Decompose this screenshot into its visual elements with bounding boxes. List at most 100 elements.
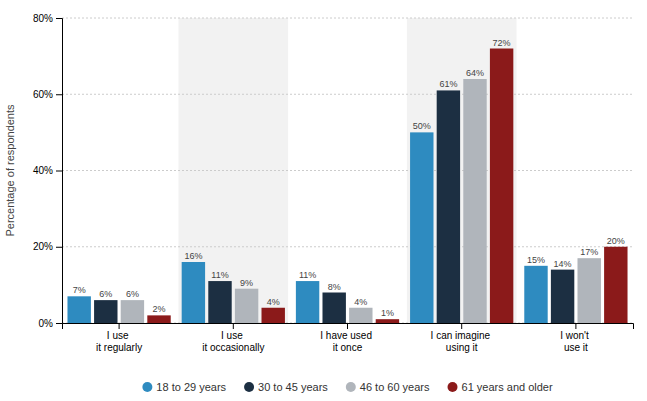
- bar: [208, 281, 231, 323]
- x-tick-label: I use it occasionally: [202, 330, 264, 353]
- grid-line: [62, 94, 633, 95]
- y-axis-title: Percentage of respondents: [4, 104, 16, 237]
- y-tick: 80%: [33, 13, 62, 24]
- data-label: 11%: [211, 270, 228, 280]
- x-tick-mark: [461, 323, 462, 329]
- bar: [376, 319, 399, 323]
- grid-line: [62, 170, 633, 171]
- grid: [62, 18, 633, 323]
- data-label: 1%: [381, 308, 394, 318]
- y-tick: 60%: [33, 89, 62, 100]
- data-label: 20%: [607, 236, 625, 246]
- data-label: 7%: [73, 285, 86, 295]
- data-label: 16%: [184, 251, 202, 261]
- x-tick: I can imagine using it: [431, 323, 493, 353]
- x-tick-mark: [119, 323, 120, 329]
- legend-swatch: [346, 382, 356, 392]
- bar: [349, 308, 372, 323]
- bar: [577, 258, 600, 323]
- bar: [67, 296, 90, 323]
- legend-label: 46 to 60 years: [360, 381, 430, 393]
- bar: [262, 308, 285, 323]
- y-tick-mark: [56, 94, 62, 95]
- data-label: 64%: [466, 68, 484, 78]
- bar: [182, 262, 205, 323]
- y-axis-line: [56, 19, 63, 324]
- y-tick-mark: [56, 171, 62, 172]
- y-tick-label: 0%: [39, 318, 54, 329]
- x-tick-label: I can imagine using it: [431, 330, 493, 353]
- data-label: 15%: [527, 255, 545, 265]
- bar: [410, 132, 433, 323]
- y-tick: 40%: [33, 165, 62, 176]
- legend: 18 to 29 years 30 to 45 years 46 to 60 yea…: [142, 381, 553, 393]
- y-axis: 0% 20% 40% 60% 80%: [33, 13, 63, 329]
- legend-item: 18 to 29 years: [142, 381, 226, 393]
- y-tick-mark: [56, 323, 62, 324]
- y-tick-label: 80%: [33, 13, 53, 24]
- y-tick: 20%: [33, 241, 62, 252]
- plot: 0%20%40%60%80%I use it regularlyI use it…: [4, 13, 634, 353]
- bar: [94, 300, 117, 323]
- bar: [235, 289, 258, 323]
- data-label: 50%: [413, 121, 431, 131]
- data-label: 11%: [299, 270, 316, 280]
- column-shade: [407, 18, 517, 323]
- x-axis-line: [63, 324, 634, 330]
- data-label: 4%: [267, 297, 280, 307]
- y-tick: 0%: [39, 318, 62, 329]
- y-tick-mark: [56, 18, 62, 19]
- bar: [322, 293, 345, 324]
- legend-label: 61 years and older: [462, 381, 553, 393]
- data-label: 6%: [99, 289, 112, 299]
- data-label: 72%: [493, 38, 511, 48]
- x-tick-label: I use it regularly: [96, 330, 142, 353]
- bar: [490, 49, 513, 324]
- y-tick-label: 60%: [33, 89, 53, 100]
- x-tick: I have used it once: [320, 323, 374, 353]
- legend-label: 18 to 29 years: [156, 381, 226, 393]
- bar: [296, 281, 319, 323]
- data-label: 2%: [153, 304, 166, 314]
- bars: [67, 49, 627, 324]
- bar-series: [147, 49, 627, 324]
- y-tick-label: 40%: [33, 165, 53, 176]
- legend-label: 30 to 45 years: [258, 381, 328, 393]
- legend-item: 46 to 60 years: [346, 381, 430, 393]
- legend-swatch: [448, 382, 458, 392]
- bar: [437, 90, 460, 323]
- legend-item: 61 years and older: [448, 381, 553, 393]
- bar: [463, 79, 486, 323]
- data-label: 8%: [328, 282, 341, 292]
- data-label: 9%: [240, 278, 253, 288]
- x-tick: I use it occasionally: [202, 323, 264, 353]
- x-tick: I won't use it: [560, 323, 591, 353]
- bar: [551, 270, 574, 323]
- bar: [147, 315, 170, 323]
- x-tick-label: I won't use it: [560, 330, 591, 353]
- grid-line: [62, 18, 633, 19]
- x-tick-mark: [233, 323, 234, 329]
- legend-swatch: [244, 382, 254, 392]
- x-tick-mark: [347, 323, 348, 329]
- legend-item: 30 to 45 years: [244, 381, 328, 393]
- data-labels: 7% 16% 11% 50% 15% 6% 11% 8% 61% 14% 6% 9% 4% 64% 17% 2…: [73, 38, 625, 319]
- x-tick-label: I have used it once: [320, 330, 374, 353]
- x-tick: I use it regularly: [96, 323, 142, 353]
- bar: [121, 300, 144, 323]
- data-label: 6%: [126, 289, 139, 299]
- legend-swatch: [142, 382, 152, 392]
- data-label: 17%: [580, 247, 598, 257]
- chart: 0%20%40%60%80%I use it regularlyI use it…: [0, 0, 647, 401]
- data-label: 4%: [354, 297, 367, 307]
- y-tick-mark: [56, 247, 62, 248]
- y-tick-label: 20%: [33, 241, 53, 252]
- data-label: 61%: [439, 79, 457, 89]
- bar: [604, 247, 627, 323]
- bar: [524, 266, 547, 323]
- x-axis: I use it regularly I use it occasionally I…: [63, 323, 634, 353]
- x-tick-mark: [575, 323, 576, 329]
- data-label: 14%: [554, 259, 572, 269]
- bar-series: [121, 79, 601, 323]
- grid-line: [62, 246, 633, 247]
